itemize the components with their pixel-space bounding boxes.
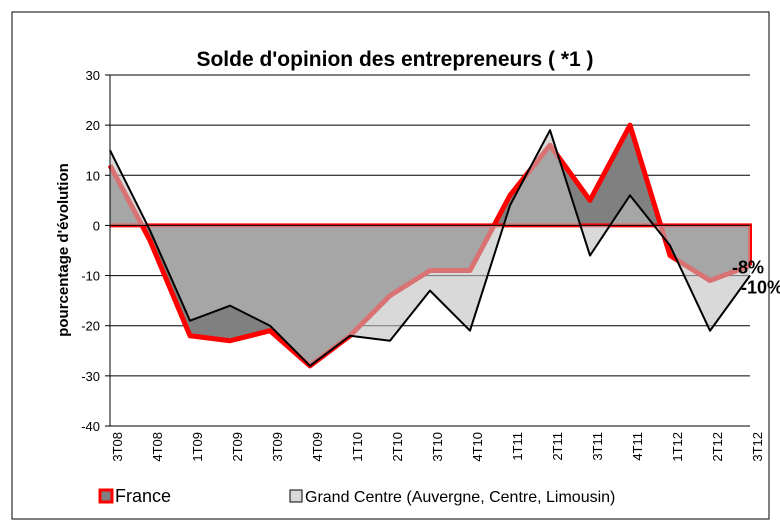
line — [109, 129, 751, 367]
legend-label: France — [115, 486, 171, 506]
x-tick-label: 3T12 — [750, 432, 765, 462]
y-axis-title: pourcentage d'évolution — [55, 163, 72, 337]
y-tick-label: 10 — [86, 168, 100, 183]
x-tick-label: 3T10 — [430, 432, 445, 462]
x-tick-label: 2T11 — [550, 432, 565, 461]
x-tick-label: 1T11 — [510, 432, 525, 461]
y-tick-label: -30 — [81, 369, 100, 384]
y-tick-label: 30 — [86, 68, 100, 83]
legend-label: Grand Centre (Auvergne, Centre, Limousin… — [305, 489, 615, 506]
x-tick-label: 4T09 — [310, 432, 325, 462]
chart-title: Solde d'opinion des entrepreneurs ( *1 ) — [196, 48, 593, 71]
y-tick-label: -10 — [81, 269, 100, 284]
x-tick-label: 3T08 — [110, 432, 125, 462]
x-tick-label: 1T09 — [190, 432, 205, 462]
x-tick-label: 4T08 — [150, 432, 165, 462]
x-tick-label: 2T09 — [230, 432, 245, 462]
data-label: -8% — [732, 258, 764, 278]
y-tick-label: 20 — [86, 118, 100, 133]
x-tick-label: 1T10 — [350, 432, 365, 462]
x-tick-label: 4T11 — [630, 432, 645, 461]
y-tick-label: 0 — [93, 218, 100, 233]
y-tick-label: -40 — [81, 419, 100, 434]
x-tick-label: 2T10 — [390, 432, 405, 462]
data-label: -10% — [741, 278, 780, 298]
x-tick-label: 2T12 — [710, 432, 725, 462]
area — [110, 130, 750, 366]
legend-swatch — [289, 489, 303, 503]
x-tick-label: 3T11 — [590, 432, 605, 461]
x-tick-label: 3T09 — [270, 432, 285, 462]
x-tick-label: 4T10 — [470, 432, 485, 462]
x-tick-label: 1T12 — [670, 432, 685, 462]
y-tick-label: -20 — [81, 319, 100, 334]
legend-swatch — [98, 488, 114, 504]
